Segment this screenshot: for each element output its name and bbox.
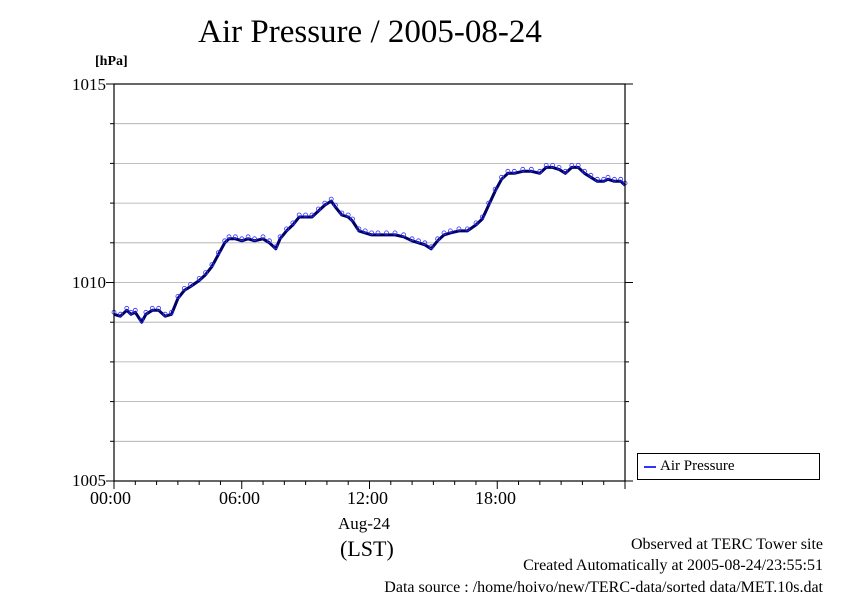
data-point <box>118 311 123 317</box>
legend-label: Air Pressure <box>660 458 735 474</box>
x-tick-label-1800: 18:00 <box>475 488 517 508</box>
data-point <box>143 309 149 315</box>
data-point <box>543 162 549 168</box>
data-point <box>124 305 130 311</box>
data-point <box>594 176 600 182</box>
data-point <box>266 238 272 244</box>
data-point <box>169 309 174 315</box>
data-point <box>149 305 155 311</box>
data-point <box>422 240 428 246</box>
x-axis-date-label: Aug-24 <box>338 514 390 533</box>
data-point <box>277 234 283 240</box>
data-point <box>520 166 526 172</box>
data-point <box>252 236 257 242</box>
data-point <box>582 168 587 174</box>
data-point <box>226 234 232 240</box>
data-point <box>203 270 209 276</box>
data-point <box>350 216 355 222</box>
data-point <box>222 238 228 244</box>
data-point <box>245 234 251 240</box>
data-point <box>435 236 441 242</box>
data-point <box>441 230 447 236</box>
series-line-air-pressure <box>113 165 627 324</box>
data-point <box>375 230 381 236</box>
data-point <box>409 236 415 242</box>
data-point <box>232 234 238 240</box>
data-point <box>128 309 134 315</box>
data-point <box>322 200 328 206</box>
data-point <box>392 230 398 236</box>
data-point <box>612 176 617 182</box>
legend-swatch <box>644 466 656 468</box>
data-point <box>416 238 421 244</box>
x-tick-label-1200: 12:00 <box>347 488 389 508</box>
data-point <box>260 234 266 240</box>
footer-data-source: Data source : /home/hoivo/new/TERC-data/… <box>384 579 823 596</box>
footer-created-at: Created Automatically at 2005-08-24/23:5… <box>523 557 823 574</box>
data-point <box>273 244 279 250</box>
data-point <box>601 176 607 182</box>
data-point <box>511 168 517 174</box>
data-point <box>339 210 345 216</box>
data-point <box>290 220 296 226</box>
data-point <box>384 230 389 236</box>
y-axis-unit: [hPa] <box>95 54 128 69</box>
legend: Air Pressure <box>637 453 820 480</box>
data-point <box>132 307 138 313</box>
data-point <box>569 162 575 168</box>
data-point <box>284 226 289 232</box>
data-point <box>528 166 534 172</box>
data-point <box>296 212 302 218</box>
data-point <box>447 228 453 234</box>
data-point <box>550 162 555 168</box>
data-point <box>505 168 511 174</box>
data-point <box>401 232 407 238</box>
data-point <box>196 276 202 281</box>
chart-title: Air Pressure / 2005-08-24 <box>198 14 542 50</box>
x-axis-timezone-label: (LST) <box>340 536 394 561</box>
data-point <box>563 168 568 174</box>
data-point <box>215 250 221 256</box>
data-point <box>239 236 245 242</box>
data-point <box>479 214 485 220</box>
data-point <box>362 228 368 234</box>
data-point <box>618 176 624 182</box>
data-point <box>309 212 315 218</box>
y-tick-label-1015: 1015 <box>72 75 106 94</box>
data-point <box>345 212 351 218</box>
x-tick-label-0600: 06:00 <box>219 488 261 508</box>
data-point <box>175 293 181 299</box>
y-tick-label-1010: 1010 <box>72 273 106 292</box>
data-point <box>605 174 611 180</box>
data-point <box>499 174 504 180</box>
data-point <box>328 196 334 202</box>
data-point <box>139 317 145 323</box>
data-point <box>181 285 187 291</box>
data-point <box>428 244 434 250</box>
data-point <box>162 311 168 317</box>
data-point <box>315 206 321 212</box>
data-point <box>473 220 479 226</box>
data-point <box>332 202 338 208</box>
data-point <box>492 186 498 192</box>
data-point <box>156 305 162 311</box>
data-point <box>588 172 594 178</box>
data-point <box>464 226 470 232</box>
footer-observed-at: Observed at TERC Tower site <box>630 536 823 553</box>
data-point <box>537 168 543 174</box>
y-tick-label-1005: 1005 <box>72 471 106 490</box>
data-point <box>356 226 362 232</box>
data-point <box>209 262 215 268</box>
data-point <box>303 212 309 218</box>
data-point <box>575 162 581 168</box>
x-tick-label-0000: 00:00 <box>90 488 132 508</box>
data-point <box>188 282 194 287</box>
data-point <box>456 226 462 232</box>
data-point <box>369 230 375 236</box>
data-point <box>486 200 492 206</box>
data-point <box>556 164 562 170</box>
